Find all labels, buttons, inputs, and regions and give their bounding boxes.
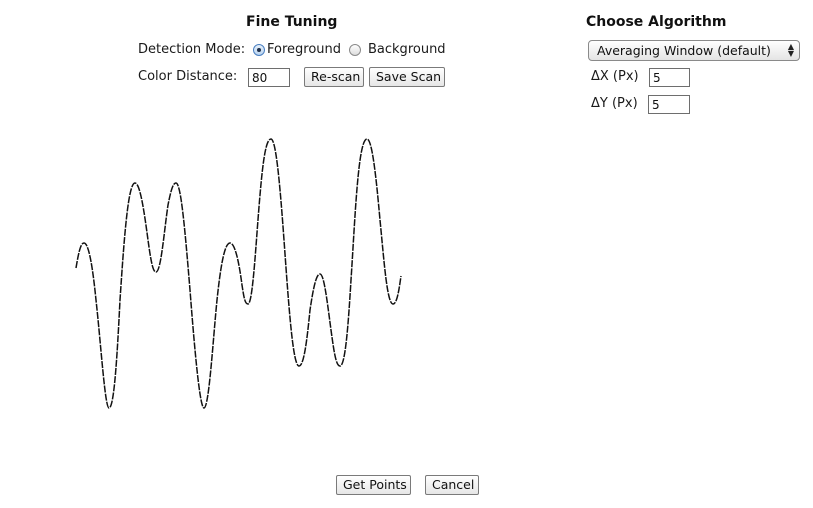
dy-input[interactable]: [648, 95, 690, 114]
background-radio[interactable]: [349, 43, 361, 56]
choose-algorithm-title: Choose Algorithm: [586, 14, 727, 30]
save-scan-button[interactable]: Save Scan: [369, 67, 445, 87]
dx-label: ΔX (Px): [591, 69, 639, 84]
get-points-button[interactable]: Get Points: [336, 475, 411, 495]
scan-preview-canvas: [75, 138, 402, 409]
color-distance-label: Color Distance:: [138, 69, 238, 84]
background-radio-option[interactable]: Background: [349, 42, 446, 57]
dx-input[interactable]: [649, 68, 690, 87]
scanned-curve: [75, 138, 402, 409]
background-label: Background: [368, 42, 446, 57]
foreground-radio[interactable]: [253, 43, 265, 56]
foreground-radio-option[interactable]: Foreground: [253, 42, 341, 57]
up-down-chevron-icon: ▲ ▼: [787, 42, 794, 58]
dy-label: ΔY (Px): [591, 96, 638, 111]
fine-tuning-title: Fine Tuning: [246, 14, 338, 30]
cancel-button[interactable]: Cancel: [425, 475, 479, 495]
color-distance-input[interactable]: [248, 68, 290, 87]
algorithm-select-value: Averaging Window (default): [597, 43, 771, 58]
rescan-button[interactable]: Re-scan: [304, 67, 364, 87]
foreground-label: Foreground: [267, 42, 342, 57]
algorithm-select[interactable]: Averaging Window (default) ▲ ▼: [588, 40, 800, 61]
detection-mode-label: Detection Mode:: [138, 42, 246, 57]
